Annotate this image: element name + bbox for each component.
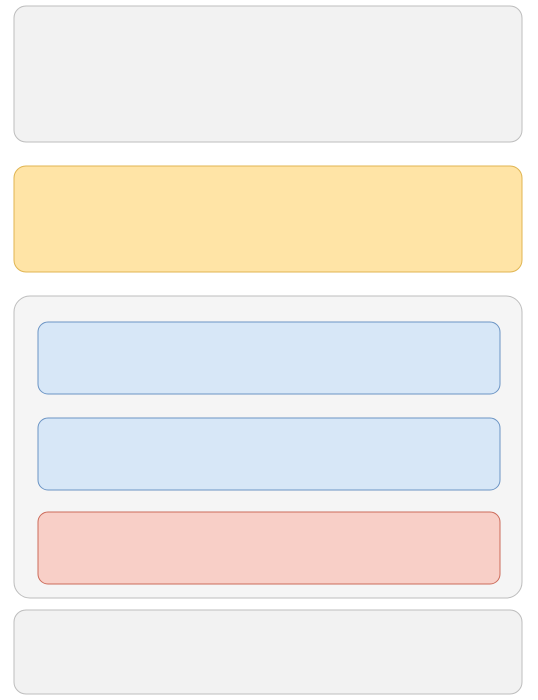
panel [38, 322, 500, 394]
panel [38, 418, 500, 490]
panel [14, 166, 522, 272]
panel [38, 512, 500, 584]
panel [14, 610, 522, 694]
panel [14, 6, 522, 142]
